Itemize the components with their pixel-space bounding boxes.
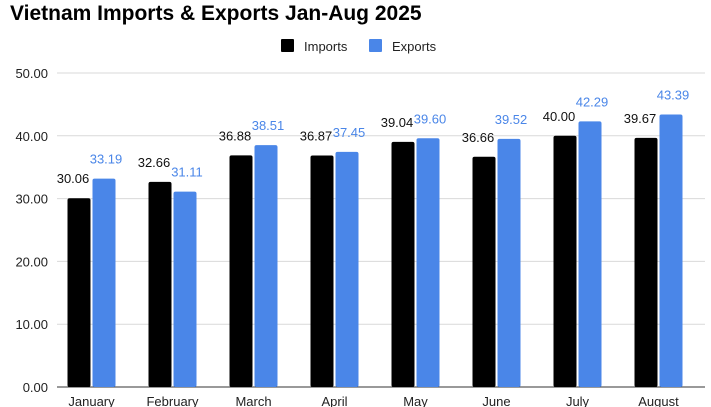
x-tick-label: February — [146, 394, 199, 407]
bar-exports — [173, 191, 197, 387]
data-label-imports: 39.67 — [624, 111, 657, 126]
bar-exports — [416, 138, 440, 387]
bar-exports — [497, 138, 521, 387]
bar-imports — [310, 155, 334, 387]
y-tick-label: 0.00 — [23, 380, 48, 395]
y-tick-label: 40.00 — [15, 129, 48, 144]
bar-exports — [92, 178, 116, 387]
bar-imports — [553, 135, 577, 387]
x-tick-label: May — [403, 394, 428, 407]
chart-title: Vietnam Imports & Exports Jan-Aug 2025 — [10, 2, 422, 25]
y-tick-label: 50.00 — [15, 66, 48, 81]
data-label-imports: 36.88 — [219, 128, 252, 143]
bar-exports — [335, 151, 359, 387]
bar-exports — [254, 145, 278, 387]
legend-swatch — [369, 39, 382, 52]
x-tick-label: August — [638, 394, 679, 407]
bar-imports — [148, 181, 172, 387]
legend-label: Imports — [304, 39, 348, 54]
data-label-exports: 33.19 — [90, 152, 123, 167]
data-label-imports: 40.00 — [543, 109, 576, 124]
data-label-imports: 30.06 — [57, 171, 90, 186]
y-tick-label: 30.00 — [15, 192, 48, 207]
y-tick-label: 20.00 — [15, 254, 48, 269]
bar-imports — [634, 137, 658, 387]
data-label-exports: 37.45 — [333, 125, 366, 140]
data-label-imports: 39.04 — [381, 115, 414, 130]
legend-label: Exports — [392, 39, 437, 54]
bar-exports — [578, 121, 602, 388]
legend-swatch — [281, 39, 294, 52]
bar-exports — [659, 114, 683, 387]
data-label-exports: 39.60 — [414, 111, 447, 126]
data-label-exports: 42.29 — [576, 94, 609, 109]
x-tick-label: March — [235, 394, 271, 407]
x-tick-label: June — [482, 394, 510, 407]
bar-imports — [472, 156, 496, 387]
x-tick-label: July — [566, 394, 590, 407]
x-tick-label: January — [68, 394, 115, 407]
x-tick-label: April — [321, 394, 347, 407]
bar-imports — [229, 155, 253, 387]
data-label-exports: 39.52 — [495, 112, 528, 127]
data-label-imports: 36.87 — [300, 128, 333, 143]
bar-imports — [391, 141, 415, 387]
bar-imports — [67, 198, 91, 387]
data-label-imports: 32.66 — [138, 155, 171, 170]
y-tick-label: 10.00 — [15, 317, 48, 332]
data-label-exports: 43.39 — [657, 88, 690, 103]
data-label-exports: 38.51 — [252, 118, 285, 133]
data-label-imports: 36.66 — [462, 130, 495, 145]
data-label-exports: 31.11 — [171, 165, 203, 180]
